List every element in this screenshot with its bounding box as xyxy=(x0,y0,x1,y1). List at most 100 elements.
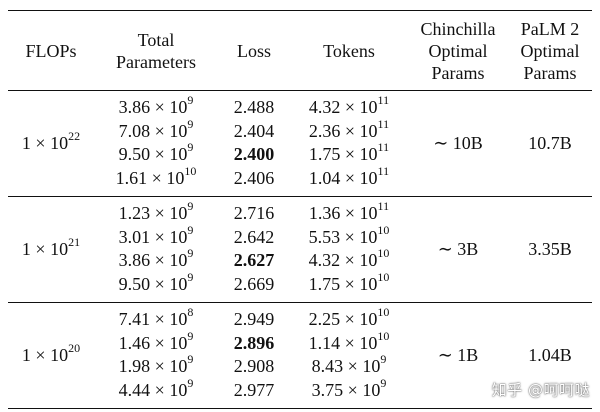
params-mantissa: 3.01 × 10 xyxy=(118,226,188,247)
loss-text: 2.406 xyxy=(233,167,275,188)
params-value: 3.86 × 109 xyxy=(94,93,218,120)
tokens-exponent: 10 xyxy=(377,328,390,343)
chinchilla-optimal-cell: ∼ 1B xyxy=(437,345,479,365)
loss-value: 2.908 xyxy=(218,355,290,379)
tokens-value: 3.75 × 109 xyxy=(290,375,408,403)
params-exponent: 9 xyxy=(187,140,194,154)
tokens-mantissa: 1.04 × 10 xyxy=(308,167,378,188)
tokens-exponent: 10 xyxy=(377,305,390,319)
tokens-value: 1.75 × 1010 xyxy=(290,269,408,297)
tokens-mantissa: 3.75 × 10 xyxy=(311,379,381,400)
table-body: 1 × 1022 3.86 × 109 7.08 × 109 9.50 × 109 1.… xyxy=(8,90,592,409)
tokens-mantissa: 4.32 × 10 xyxy=(308,250,378,270)
params-value: 3.86 × 109 xyxy=(94,246,218,273)
params-exponent: 9 xyxy=(187,93,194,107)
params-exponent: 9 xyxy=(187,269,194,284)
loss-text: 2.716 xyxy=(233,203,275,223)
tokens-value: 1.04 × 1011 xyxy=(290,165,408,191)
params-value: 1.98 × 109 xyxy=(94,353,218,379)
loss-best-value: 2.400 xyxy=(233,144,275,164)
loss-value: 2.400 xyxy=(218,143,290,167)
params-mantissa: 9.50 × 10 xyxy=(118,273,188,294)
loss-value: 2.488 xyxy=(218,96,290,120)
params-value: 1.23 × 109 xyxy=(94,200,218,226)
tokens-exponent: 10 xyxy=(377,269,390,284)
tokens-exponent: 11 xyxy=(377,199,390,213)
header-chinchilla-optimal-params: Chinchilla Optimal Params xyxy=(420,18,496,83)
params-mantissa: 1.98 × 10 xyxy=(118,356,188,376)
tokens-mantissa: 1.36 × 10 xyxy=(308,203,378,223)
loss-value: 2.949 xyxy=(218,308,290,332)
params-value: 1.61 × 1010 xyxy=(94,163,218,191)
chinchilla-optimal-cell: ∼ 3B xyxy=(437,239,479,259)
tokens-exponent: 11 xyxy=(377,93,390,107)
loss-best-value: 2.627 xyxy=(233,250,275,270)
tokens-exponent: 9 xyxy=(380,375,387,390)
params-exponent: 10 xyxy=(184,163,197,178)
tokens-mantissa: 2.25 × 10 xyxy=(308,309,378,329)
tokens-value: 4.32 × 1011 xyxy=(290,93,408,120)
params-cell: 1.23 × 109 3.01 × 109 3.86 × 109 9.50 × 109 xyxy=(94,197,218,303)
scaling-results-table: FLOPs Total Parameters Loss Tokens Chinc… xyxy=(8,10,592,409)
tokens-mantissa: 8.43 × 10 xyxy=(311,356,381,376)
tokens-mantissa: 2.36 × 10 xyxy=(308,120,378,141)
table-row: 1 × 1022 3.86 × 109 7.08 × 109 9.50 × 109 1.… xyxy=(8,90,592,197)
tokens-exponent: 10 xyxy=(377,246,390,260)
palm2-optimal-cell: 3.35B xyxy=(528,239,572,259)
params-value: 7.08 × 109 xyxy=(94,118,218,144)
tokens-cell: 4.32 × 1011 2.36 × 1011 1.75 × 1011 1.04 × … xyxy=(290,91,408,197)
params-cell: 7.41 × 108 1.46 × 109 1.98 × 109 4.44 × 109 xyxy=(94,303,218,409)
tokens-cell: 1.36 × 1011 5.53 × 1010 4.32 × 1010 1.75 × … xyxy=(290,197,408,303)
loss-value: 2.404 xyxy=(218,120,290,144)
loss-value: 2.406 xyxy=(218,167,290,191)
header-total-parameters: Total Parameters xyxy=(116,29,196,72)
tokens-mantissa: 1.75 × 10 xyxy=(308,273,378,294)
flops-cell: 1 × 1020 xyxy=(8,303,94,409)
flops-mantissa: 1 × 10 xyxy=(21,345,69,365)
loss-text: 2.669 xyxy=(233,273,275,294)
params-exponent: 9 xyxy=(187,246,194,260)
header-tokens: Tokens xyxy=(323,40,375,61)
params-mantissa: 1.61 × 10 xyxy=(115,167,185,188)
loss-text: 2.977 xyxy=(233,379,275,400)
loss-value: 2.716 xyxy=(218,202,290,226)
tokens-exponent: 10 xyxy=(377,222,390,237)
loss-value: 2.642 xyxy=(218,226,290,250)
loss-cell: 2.716 2.642 2.627 2.669 xyxy=(218,197,290,303)
params-value: 3.01 × 109 xyxy=(94,222,218,250)
tokens-exponent: 11 xyxy=(377,140,390,154)
header-palm2-optimal-params: PaLM 2 Optimal Params xyxy=(520,18,580,83)
loss-value: 2.627 xyxy=(218,249,290,273)
tokens-cell: 2.25 × 1010 1.14 × 1010 8.43 × 109 3.75 × 1… xyxy=(290,303,408,409)
flops-exponent: 20 xyxy=(68,341,81,355)
flops-cell: 1 × 1021 xyxy=(8,197,94,303)
table-row: 1 × 1020 7.41 × 108 1.46 × 109 1.98 × 109 4.… xyxy=(8,302,592,409)
loss-text: 2.404 xyxy=(233,120,275,141)
params-exponent: 9 xyxy=(187,222,194,237)
loss-text: 2.908 xyxy=(233,356,275,376)
loss-value: 2.977 xyxy=(218,379,290,403)
tokens-value: 4.32 × 1010 xyxy=(290,246,408,273)
params-exponent: 8 xyxy=(187,305,194,319)
loss-cell: 2.488 2.404 2.400 2.406 xyxy=(218,91,290,197)
params-mantissa: 1.23 × 10 xyxy=(118,203,188,223)
table-header-row: FLOPs Total Parameters Loss Tokens Chinc… xyxy=(8,10,592,91)
tokens-value: 1.14 × 1010 xyxy=(290,328,408,356)
params-mantissa: 3.86 × 10 xyxy=(118,250,188,270)
params-mantissa: 7.08 × 10 xyxy=(118,120,188,141)
table-row: 1 × 1021 1.23 × 109 3.01 × 109 3.86 × 109 9.… xyxy=(8,196,592,303)
params-mantissa: 9.50 × 10 xyxy=(118,144,188,164)
loss-value: 2.896 xyxy=(218,332,290,356)
loss-best-value: 2.896 xyxy=(233,332,275,353)
tokens-exponent: 11 xyxy=(377,116,390,131)
tokens-mantissa: 1.14 × 10 xyxy=(308,332,378,353)
params-mantissa: 4.44 × 10 xyxy=(118,379,188,400)
params-mantissa: 3.86 × 10 xyxy=(118,97,188,117)
header-loss: Loss xyxy=(236,40,271,61)
params-exponent: 9 xyxy=(187,375,194,390)
params-value: 1.46 × 109 xyxy=(94,330,218,356)
chinchilla-optimal-cell: ∼ 10B xyxy=(433,133,483,153)
flops-exponent: 21 xyxy=(68,235,81,249)
flops-mantissa: 1 × 10 xyxy=(21,239,69,259)
palm2-optimal-cell: 1.04B xyxy=(528,345,572,365)
